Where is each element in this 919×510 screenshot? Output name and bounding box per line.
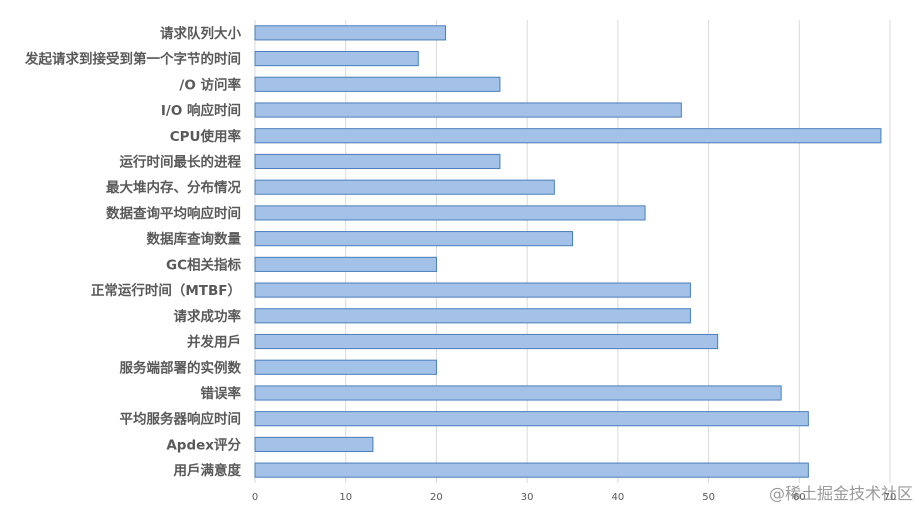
category-label: 发起请求到接受到第一个字节的时间 bbox=[24, 51, 241, 68]
watermark: @稀土掘金技术社区 bbox=[768, 484, 913, 503]
category-label: 请求成功率 bbox=[174, 308, 242, 325]
category-label: 服务端部署的实例数 bbox=[120, 359, 242, 376]
x-tick-label: 30 bbox=[521, 492, 534, 503]
bar bbox=[254, 359, 437, 375]
x-tick-labels: 0 10 20 30 40 50 60 70 bbox=[252, 492, 897, 503]
category-label: 运行时间最长的进程 bbox=[120, 153, 242, 170]
bar bbox=[254, 231, 573, 247]
category-label: 正常运行时间（MTBF） bbox=[91, 282, 241, 299]
bar bbox=[254, 282, 691, 298]
bar bbox=[254, 153, 501, 170]
bar bbox=[254, 333, 719, 350]
category-label: I/O 响应时间 bbox=[161, 102, 241, 119]
bar bbox=[254, 102, 682, 118]
bar bbox=[254, 385, 782, 401]
category-label: 并发用戶 bbox=[187, 334, 241, 351]
x-tick-label: 70 bbox=[884, 492, 897, 503]
x-tick-label: 20 bbox=[430, 492, 443, 503]
bar bbox=[254, 25, 446, 41]
x-tick-label: 60 bbox=[793, 492, 806, 503]
x-tick-label: 40 bbox=[611, 492, 624, 503]
bar bbox=[254, 76, 501, 92]
category-label: 数据查询平均响应时间 bbox=[106, 205, 241, 222]
category-label: 平均服务器响应时间 bbox=[120, 411, 242, 428]
x-tick-label: 10 bbox=[339, 492, 352, 503]
bar bbox=[254, 411, 809, 427]
bar bbox=[254, 179, 555, 195]
category-label: 数据库查询数量 bbox=[147, 231, 242, 248]
bar bbox=[254, 51, 419, 67]
bar bbox=[254, 436, 374, 452]
category-label: 请求队列大小 bbox=[160, 25, 241, 42]
category-label: GC相关指标 bbox=[166, 256, 241, 273]
bar bbox=[254, 462, 809, 478]
category-label: 最大堆内存、分布情况 bbox=[106, 179, 241, 196]
bars bbox=[254, 25, 882, 478]
category-label: CPU使用率 bbox=[170, 128, 242, 145]
category-label: Apdex评分 bbox=[166, 437, 241, 453]
category-label: /O 访问率 bbox=[179, 76, 241, 93]
gridlines bbox=[254, 20, 891, 483]
bar bbox=[254, 308, 691, 324]
category-label: 用戶满意度 bbox=[174, 462, 242, 479]
x-tick-label: 50 bbox=[702, 492, 715, 503]
bar bbox=[254, 128, 882, 144]
bar bbox=[254, 205, 646, 221]
bar bbox=[254, 256, 437, 272]
x-tick-label: 0 bbox=[252, 492, 258, 503]
category-label: 错误率 bbox=[201, 385, 242, 402]
